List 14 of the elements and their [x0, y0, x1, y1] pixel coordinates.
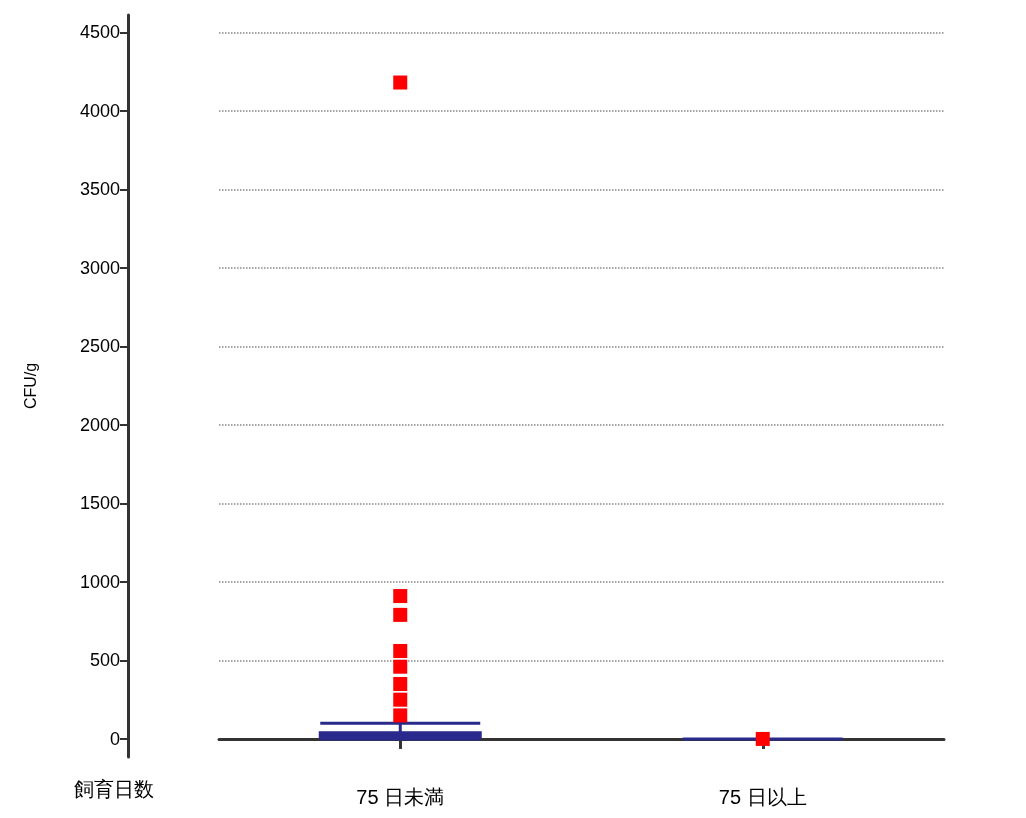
x-tick-label: 75 日未満 [356, 786, 445, 808]
x-tick-label: 75 日以上 [718, 786, 807, 808]
y-tick-label: 1000 [79, 571, 120, 592]
y-tick-label: 3500 [79, 179, 120, 200]
y-tick-label: 4000 [79, 100, 120, 121]
y-tick-label: 500 [89, 650, 120, 671]
y-tick-label: 2000 [79, 414, 120, 435]
y-tick-label: 1500 [79, 493, 120, 514]
x-axis-title: 飼育日数 [74, 777, 154, 800]
y-tick-label: 0 [109, 728, 120, 749]
y-tick-label: 4500 [79, 22, 120, 43]
y-tick-label: 2500 [79, 336, 120, 357]
y-axis-title: CFU/g [21, 362, 39, 410]
y-tick-label: 3000 [79, 257, 120, 278]
